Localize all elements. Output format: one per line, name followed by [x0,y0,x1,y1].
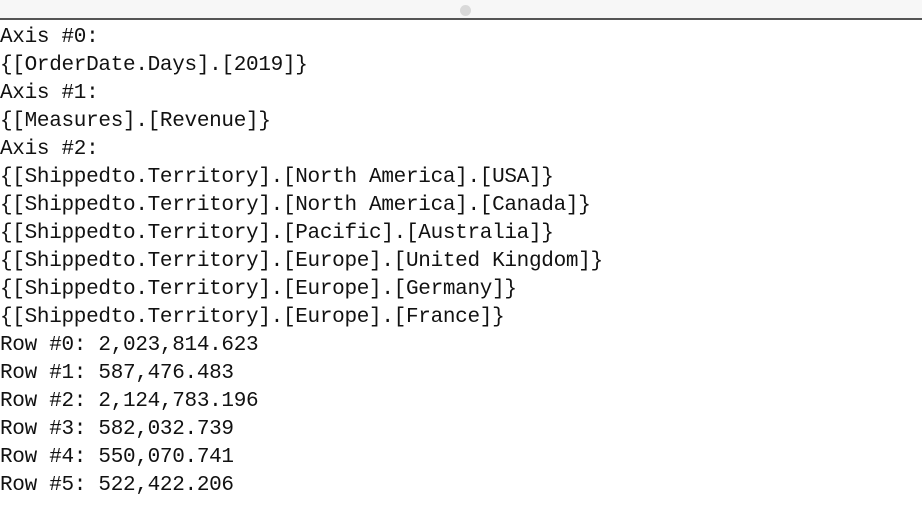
axis-2-member: {[Shippedto.Territory].[Europe].[United … [0,250,603,273]
axis-2-member: {[Shippedto.Territory].[North America].[… [0,194,591,217]
result-row: Row #0: 2,023,814.623 [0,334,259,357]
result-row: Row #2: 2,124,783.196 [0,390,259,413]
result-row: Row #3: 582,032.739 [0,418,234,441]
result-row: Row #5: 522,422.206 [0,474,234,497]
result-row: Row #4: 550,070.741 [0,446,234,469]
result-row: Row #1: 587,476.483 [0,362,234,385]
axis-1-header: Axis #1: [0,82,99,105]
axis-2-member: {[Shippedto.Territory].[Pacific].[Austra… [0,222,554,245]
axis-2-member: {[Shippedto.Territory].[North America].[… [0,166,554,189]
axis-2-member: {[Shippedto.Territory].[Europe].[France]… [0,306,505,329]
axis-0-member: {[OrderDate.Days].[2019]} [0,54,308,77]
axis-2-header: Axis #2: [0,138,99,161]
query-result-output: Axis #0: {[OrderDate.Days].[2019]} Axis … [0,24,922,500]
axis-0-header: Axis #0: [0,26,99,49]
axis-2-member: {[Shippedto.Territory].[Europe].[Germany… [0,278,517,301]
pane-divider[interactable] [0,0,922,20]
splitter-handle-icon[interactable] [460,5,471,16]
axis-1-member: {[Measures].[Revenue]} [0,110,271,133]
